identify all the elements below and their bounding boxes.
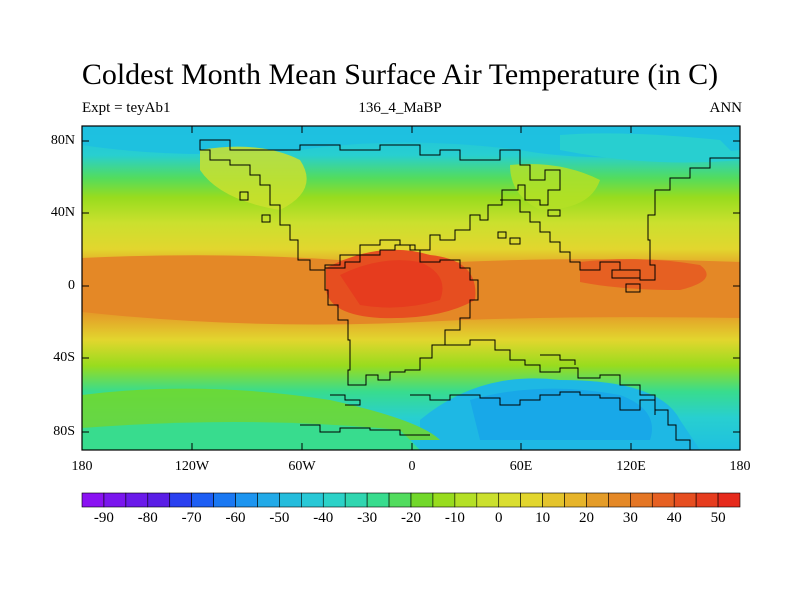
colorbar-box bbox=[498, 492, 521, 508]
colorbar-box bbox=[125, 492, 149, 508]
colorbar-box bbox=[322, 492, 346, 508]
northern-mild-patch bbox=[510, 164, 600, 210]
southern-cool-band bbox=[82, 421, 420, 450]
arctic-subpolar-patch bbox=[560, 133, 740, 163]
colorbar-box bbox=[432, 492, 456, 508]
colorbar-label: -50 bbox=[269, 510, 290, 526]
colorbar-box bbox=[366, 492, 390, 508]
colorbar-box bbox=[235, 492, 258, 508]
antarctic-coldest-core bbox=[470, 388, 652, 440]
colorbar-box bbox=[608, 492, 631, 508]
colorbar-box bbox=[191, 492, 214, 508]
season-label: ANN bbox=[709, 100, 743, 116]
lon-label-180w: 180 bbox=[71, 459, 93, 474]
colorbar-box bbox=[695, 492, 719, 508]
colorbar-label: 40 bbox=[666, 510, 682, 526]
colorbar-box bbox=[213, 492, 236, 508]
colorbar-box bbox=[586, 492, 609, 508]
lat-label-equator: 0 bbox=[68, 278, 75, 293]
colorbar-box bbox=[476, 492, 500, 508]
colorbar-label: -30 bbox=[357, 510, 378, 526]
colorbar-box bbox=[344, 492, 368, 508]
small-island-outline bbox=[540, 354, 576, 365]
colorbar-box bbox=[81, 492, 105, 508]
colorbar-box bbox=[454, 492, 478, 508]
map-title: Coldest Month Mean Surface Air Temperatu… bbox=[81, 58, 719, 91]
colorbar-label: -80 bbox=[137, 510, 158, 526]
lon-label-120w: 120W bbox=[174, 459, 210, 474]
colorbar-label: -60 bbox=[225, 510, 246, 526]
lon-label-0: 0 bbox=[408, 459, 416, 474]
lat-label-80s: 80S bbox=[53, 424, 75, 439]
island-outlines bbox=[239, 191, 641, 293]
colorbar-box bbox=[630, 492, 653, 508]
lon-label-60e: 60E bbox=[509, 459, 533, 474]
colorbar-box bbox=[301, 492, 324, 508]
colorbar-box bbox=[673, 492, 697, 508]
lat-label-80n: 80N bbox=[50, 133, 75, 148]
colorbar-label: -90 bbox=[93, 510, 114, 526]
colorbar-label: 20 bbox=[578, 510, 594, 526]
temperature-field bbox=[82, 126, 740, 450]
coastlines bbox=[199, 139, 740, 450]
colorbar-box bbox=[147, 492, 171, 508]
colorbar-label: 10 bbox=[535, 510, 551, 526]
colorbar-box bbox=[279, 492, 302, 508]
colorbar-box bbox=[717, 492, 741, 508]
colorbar-label: 30 bbox=[622, 510, 638, 526]
colorbar-box bbox=[388, 492, 412, 508]
lat-label-40s: 40S bbox=[53, 350, 75, 365]
colorbar-box bbox=[410, 492, 434, 508]
northern-continent-outline bbox=[199, 139, 561, 271]
eastern-continent-outline bbox=[500, 157, 740, 281]
time-label: 136_4_MaBP bbox=[358, 100, 442, 116]
experiment-label: Expt = teyAb1 bbox=[82, 100, 171, 116]
colorbar-label: 50 bbox=[710, 510, 726, 526]
lon-label-60w: 60W bbox=[288, 459, 316, 474]
colorbar-label: -40 bbox=[313, 510, 334, 526]
colorbar-label: -20 bbox=[401, 510, 421, 526]
northern-temperate-patch bbox=[200, 146, 307, 210]
colorbar-box bbox=[257, 492, 280, 508]
southern-coast-outline bbox=[440, 339, 691, 450]
colorbar-label: -10 bbox=[444, 510, 465, 526]
colorbar-box bbox=[520, 492, 543, 508]
colorbar-box bbox=[542, 492, 565, 508]
antarctic-coast-outline bbox=[410, 391, 656, 415]
colorbar-label: -70 bbox=[181, 510, 202, 526]
colorbar-box bbox=[169, 492, 192, 508]
colorbar-box bbox=[103, 492, 127, 508]
tick-marks bbox=[82, 126, 740, 450]
central-continent-outline bbox=[324, 244, 479, 386]
hottest-core bbox=[340, 260, 443, 308]
lat-label-40n: 40N bbox=[50, 205, 75, 220]
small-island-outline bbox=[330, 394, 361, 406]
southern-island-outline bbox=[300, 424, 430, 436]
lon-label-120e: 120E bbox=[616, 459, 646, 474]
lon-label-180e: 180 bbox=[729, 459, 751, 474]
colorbar-label: 0 bbox=[494, 510, 503, 526]
colorbar-box bbox=[651, 492, 675, 508]
map-frame bbox=[81, 125, 741, 451]
colorbar bbox=[81, 492, 741, 508]
colorbar-box bbox=[564, 492, 587, 508]
eastern-warm-region bbox=[580, 259, 707, 290]
